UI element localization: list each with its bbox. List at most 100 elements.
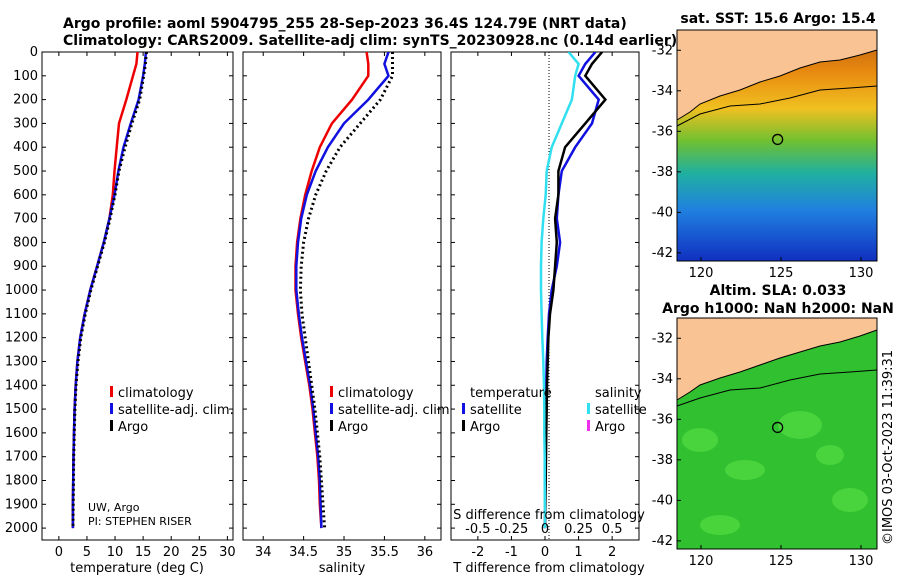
map-x-tick-label: 130 <box>849 554 874 569</box>
argo-location-marker <box>771 133 784 146</box>
y-tick-label: 1500 <box>5 402 38 417</box>
x-tick-label: 30 <box>219 545 236 560</box>
y-tick-label: 200 <box>13 93 38 108</box>
map-y-tick-label: -36 <box>652 412 673 427</box>
credit-line2: PI: STEPHEN RISER <box>88 515 192 528</box>
x-tick-label: 25 <box>191 545 208 560</box>
y-tick-label: 2000 <box>5 521 38 536</box>
map-y-tick-label: -34 <box>652 84 673 99</box>
x-tick-label: 0 <box>541 545 549 560</box>
y-tick-label: 1700 <box>5 450 38 465</box>
timestamp-stamp: ©IMOS 03-Oct-2023 11:39:31 <box>881 350 896 545</box>
legend-swatch-argo <box>110 420 113 431</box>
map-y-tick-label: -42 <box>652 246 673 261</box>
legend-s-satellite: satellite <box>595 403 647 418</box>
header-line2: Climatology: CARS2009. Satellite-adj cli… <box>63 33 677 49</box>
x-tick-label: -2 <box>471 545 484 560</box>
x-tick-label: 5 <box>83 545 91 560</box>
x-tick-label: 36 <box>417 545 434 560</box>
x-tick-label: 34 <box>255 545 272 560</box>
salinity-panel: 34 34.5 35 35.5 36 salinity climatology sate… <box>242 51 454 576</box>
map-y-tick-label: -32 <box>652 43 673 58</box>
contour-line <box>676 369 878 407</box>
top-xlabel: S difference from climatology <box>453 508 645 523</box>
legend-header-temperature: temperature <box>470 386 552 401</box>
x-tick-label: -1 <box>505 545 518 560</box>
map-x-tick-label: 120 <box>689 266 714 281</box>
y-tick-label: 1300 <box>5 354 38 369</box>
legend-swatch-satellite <box>330 403 333 414</box>
legend-climatology: climatology <box>118 386 194 401</box>
difference-legend: temperature salinity satellite Argo sate… <box>462 386 647 435</box>
salinity-axes <box>242 51 442 541</box>
legend-swatch-climatology <box>110 386 113 397</box>
salinity-xlabel: salinity <box>319 561 366 576</box>
y-tick-label: 800 <box>13 235 38 250</box>
series-line-argo <box>298 52 394 529</box>
y-tick-label: 600 <box>13 188 38 203</box>
top-x-tick-label: 0.5 <box>602 522 623 537</box>
x-tick-label: 35 <box>336 545 353 560</box>
sst-map: sat. SST: 15.6 Argo: 15.4 120 125 130 -32 -3… <box>652 11 878 281</box>
legend-satellite: satellite-adj. clim. <box>338 403 454 418</box>
x-tick-label: 35.5 <box>370 545 399 560</box>
legend-satellite: satellite-adj. clim. <box>118 403 234 418</box>
credit-line1: UW, Argo <box>88 501 140 514</box>
y-tick-label: 1600 <box>5 426 38 441</box>
legend-header-salinity: salinity <box>595 386 642 401</box>
coastline <box>676 49 878 121</box>
x-tick-label: 20 <box>163 545 180 560</box>
top-x-tick-label: -0.25 <box>495 522 529 537</box>
legend-swatch-climatology <box>330 386 333 397</box>
salinity-legend: climatology satellite-adj. clim. Argo <box>330 386 454 435</box>
legend-swatch-s-argo <box>587 420 590 431</box>
y-tick-label: 700 <box>13 212 38 227</box>
map-x-tick-label: 120 <box>689 554 714 569</box>
legend-argo: Argo <box>118 420 148 435</box>
y-tick-label: 1800 <box>5 473 38 488</box>
x-tick-label: 34.5 <box>289 545 318 560</box>
top-x-tick-label: -0.5 <box>465 522 490 537</box>
map-y-tick-label: -42 <box>652 534 673 549</box>
series-line-temperature-argo <box>543 52 608 529</box>
map-y-tick-label: -34 <box>652 372 673 387</box>
x-tick-label: 2 <box>608 545 616 560</box>
top-x-tick-label: 0 <box>541 522 549 537</box>
y-tick-label: 900 <box>13 259 38 274</box>
sla-map-title: Altim. SLA: 0.033 <box>710 283 847 299</box>
x-tick-label: 10 <box>107 545 124 560</box>
sla-map-frame <box>676 317 878 550</box>
legend-swatch-argo <box>330 420 333 431</box>
x-tick-label: 1 <box>574 545 582 560</box>
sst-map-title: sat. SST: 15.6 Argo: 15.4 <box>680 11 876 27</box>
temperature-legend: climatology satellite-adj. clim. Argo <box>110 386 234 435</box>
map-y-tick-label: -32 <box>652 331 673 346</box>
temperature-axes <box>41 51 234 541</box>
legend-argo: Argo <box>338 420 368 435</box>
y-tick-label: 1200 <box>5 331 38 346</box>
sla-blobs <box>682 411 868 535</box>
map-y-tick-label: -40 <box>652 205 673 220</box>
y-tick-label: 1000 <box>5 283 38 298</box>
x-tick-label: 0 <box>55 545 63 560</box>
sla-map-subtitle: Argo h1000: NaN h2000: NaN <box>662 301 894 317</box>
temperature-xlabel: temperature (deg C) <box>70 561 204 576</box>
y-tick-label: 400 <box>13 140 38 155</box>
y-tick-label: 1900 <box>5 497 38 512</box>
legend-swatch-s-satellite <box>587 403 590 414</box>
difference-xlabel: T difference from climatology <box>452 561 645 576</box>
map-y-tick-label: -40 <box>652 493 673 508</box>
legend-swatch-t-argo <box>462 420 465 431</box>
legend-s-argo: Argo <box>595 420 625 435</box>
map-y-tick-label: -36 <box>652 124 673 139</box>
y-tick-label: 300 <box>13 116 38 131</box>
legend-climatology: climatology <box>338 386 414 401</box>
map-y-tick-label: -38 <box>652 165 673 180</box>
top-x-tick-label: 0.25 <box>564 522 593 537</box>
difference-panel: -2 -1 0 1 2 -0.5 -0.25 0 0.25 0.5 S difference fr… <box>450 51 647 576</box>
land-mask <box>677 30 877 120</box>
series-line-satellite-adj-clim- <box>295 52 390 529</box>
map-y-tick-label: -38 <box>652 453 673 468</box>
map-x-tick-label: 125 <box>769 554 794 569</box>
